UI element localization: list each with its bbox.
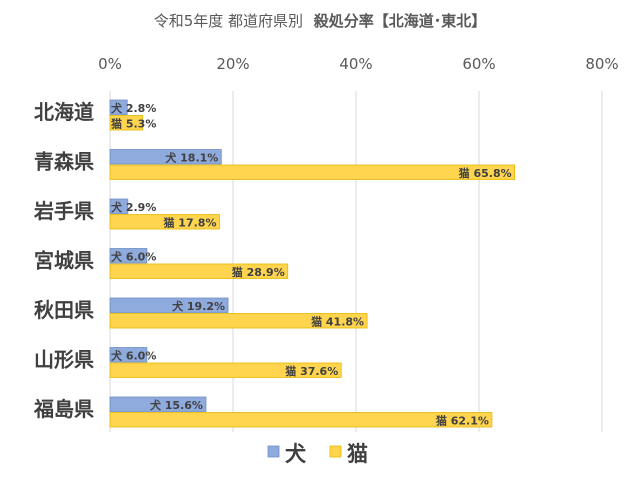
x-tick-label: 60% [462,55,495,73]
bar [109,313,368,329]
category-label: 秋田県 [34,298,94,322]
data-label: 猫 5.3% [111,117,156,131]
bar [109,198,129,214]
data-label: 猫 28.9% [232,265,285,279]
data-label: 犬 2.8% [111,101,156,115]
bar [109,297,229,313]
data-labels: 犬 2.8% 猫 5.3% 犬 18.1% 猫 65.8% 犬 2.9% 猫 17.8% 犬… [111,101,512,428]
legend-label: 犬 [285,442,307,466]
data-label: 猫 65.8% [459,166,512,180]
chart-title-prefix: 令和5年度 都道府県別 [154,12,303,30]
x-tick-label: 20% [216,55,249,73]
chart-title: 令和5年度 都道府県別 殺処分率【北海道･東北】 [154,12,487,30]
category-label: 山形県 [34,348,94,372]
category-label: 青森県 [34,150,94,174]
bar [109,214,220,230]
x-tick-labels: 0% 20% 40% 60% 80% [98,55,619,73]
x-tick-label: 40% [339,55,372,73]
data-label: 犬 15.6% [150,398,203,412]
bar [109,115,143,131]
bar [109,248,148,264]
legend: 犬猫 [267,442,368,466]
x-tick-label: 0% [98,55,122,73]
bar [109,362,342,378]
data-label: 犬 19.2% [172,299,225,313]
data-label: 犬 2.9% [111,200,156,214]
grid-lines [109,91,603,432]
bar [109,412,493,428]
legend-swatch [267,445,280,458]
data-label: 猫 41.8% [311,315,364,329]
data-label: 猫 17.8% [163,216,216,230]
legend-swatch [329,445,342,458]
category-label: 福島県 [33,397,94,421]
bar [109,164,516,180]
data-label: 犬 18.1% [165,151,218,165]
bar [109,99,128,115]
category-label: 宮城県 [34,249,94,273]
bar [109,396,207,412]
data-label: 犬 6.0% [111,250,156,264]
x-tick-label: 80% [585,55,618,73]
chart-title-main: 殺処分率【北海道･東北】 [313,12,487,30]
category-label: 岩手県 [33,199,94,223]
data-label: 犬 6.0% [111,349,156,363]
data-label: 猫 37.6% [285,364,338,378]
bar [109,347,148,363]
bar [109,263,289,279]
category-label: 北海道 [34,100,94,124]
legend-label: 猫 [347,442,368,466]
bars [109,99,516,428]
bar [109,149,222,165]
data-label: 猫 62.1% [436,414,489,428]
